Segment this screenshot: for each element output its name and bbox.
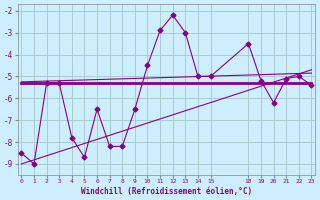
X-axis label: Windchill (Refroidissement éolien,°C): Windchill (Refroidissement éolien,°C) [81,187,252,196]
